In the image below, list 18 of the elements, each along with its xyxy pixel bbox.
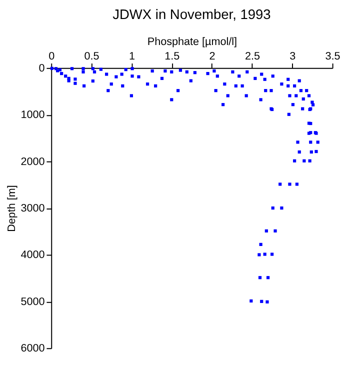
y-axis-title: Depth [m]	[6, 185, 18, 232]
x-tick-label: 3.5	[325, 50, 340, 63]
y-tick-label: 4000	[20, 249, 45, 262]
y-tick-label: 5000	[20, 296, 45, 308]
x-tick-label: 0.5	[84, 50, 100, 63]
x-tick-label: 1.5	[164, 50, 180, 63]
y-tick-label: 3000	[20, 202, 45, 214]
y-tick-label: 1000	[20, 109, 45, 122]
x-tick-label: 1	[128, 50, 135, 63]
y-tick-label: 0	[38, 62, 45, 74]
chart-title: JDWX in November, 1993	[112, 6, 272, 22]
x-tick-label: 2	[209, 50, 216, 63]
x-tick-label: 3	[290, 50, 296, 63]
x-tick-label: 2.5	[244, 50, 260, 63]
y-tick-label: 2000	[20, 156, 45, 168]
x-axis-title: Phosphate [µmol/l]	[147, 36, 238, 48]
y-tick-label: 6000	[20, 342, 45, 355]
x-tick-label: 0	[48, 50, 55, 63]
